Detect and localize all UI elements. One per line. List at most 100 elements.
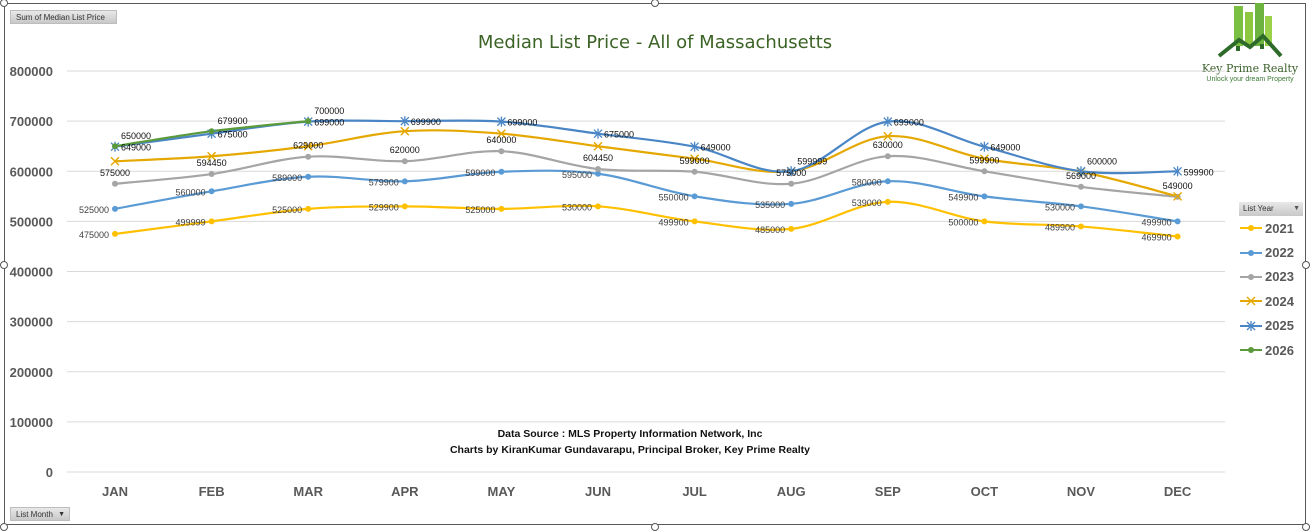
data-point-2024 [110,156,120,166]
data-point-2022 [691,193,698,200]
data-point-2022 [305,173,312,180]
data-point-2022 [208,188,215,195]
company-logo: Key Prime Realty Unlock your dream Prope… [1192,2,1308,92]
data-point-2023 [305,153,312,160]
data-label-2025: 600000 [1087,156,1117,166]
legend-item-2024[interactable]: 2024 [1239,289,1303,313]
data-point-2023 [208,171,215,178]
buildings-house-icon [1217,3,1283,58]
data-point-2024 [207,151,217,161]
data-point-2021 [595,203,601,210]
data-point-2021 [1078,223,1084,230]
data-label-2023: 599000 [680,156,710,166]
data-point-2021 [691,218,698,225]
series-line-2023 [113,150,1179,198]
legend-marker-icon [1248,249,1254,256]
legend-item-2026[interactable]: 2026 [1239,338,1303,362]
legend-swatch-icon [1240,249,1262,256]
data-label-2023: 575000 [776,168,806,178]
y-tick-label: 300000 [10,315,53,330]
data-point-2022 [595,170,601,177]
data-label-2022: 595000 [562,170,592,180]
x-tick-label: DEC [1164,484,1192,499]
data-label-2025: 699000 [894,118,924,128]
legend-marker-icon [1248,225,1254,232]
source-line-1: Data Source : MLS Property Information N… [497,428,763,440]
legend-item-2023[interactable]: 2023 [1239,265,1303,289]
axis-field-button[interactable]: List Month ▼ [10,507,70,521]
series-line-2024 [113,129,1179,198]
data-label-2022: 530000 [1045,202,1075,212]
data-label-2023: 604450 [583,153,613,163]
data-label-2025: 699000 [314,118,344,128]
data-point-2022 [884,178,891,185]
legend-item-2022[interactable]: 2022 [1239,240,1303,264]
data-point-2024 [979,154,989,164]
data-label-2021: 475000 [79,230,109,240]
resize-handle-top-left[interactable] [0,0,8,7]
data-point-2025 [690,141,700,152]
data-point-2024 [1173,191,1183,201]
data-label-2021: 525000 [272,205,302,215]
data-label-2026: 650000 [121,131,151,141]
resize-handle-top[interactable] [651,0,659,7]
data-point-2023 [498,148,505,155]
data-point-2024 [883,131,893,141]
data-point-2021 [788,225,795,232]
resize-handle-left[interactable] [0,261,8,269]
data-point-2025 [979,141,989,152]
data-point-2025 [593,128,603,139]
x-tick-label: JUL [682,484,707,499]
y-tick-label: 200000 [10,365,53,380]
data-label-2021: 485000 [755,225,785,235]
legend-label: 2024 [1265,293,1294,309]
chart-title: Median List Price - All of Massachusetts [477,32,833,53]
data-point-2023 [981,168,988,175]
y-tick-label: 500000 [10,214,53,229]
data-point-2025 [786,166,796,177]
data-label-2022: 560000 [176,187,206,197]
logo-name: Key Prime Realty [1201,62,1299,75]
data-label-2023: 569000 [1066,171,1096,181]
data-point-2025 [1076,166,1086,177]
data-point-2025 [400,116,410,127]
data-label-2023: 599900 [969,155,999,165]
legend-label: 2023 [1265,269,1294,285]
legend-item-2021[interactable]: 2021 [1239,216,1303,240]
data-point-2022 [112,205,118,212]
data-point-2022 [498,168,505,175]
data-label-2021: 530000 [562,202,592,212]
legend-item-2025[interactable]: 2025 [1239,314,1303,338]
value-field-button[interactable]: Sum of Median List Price [10,10,117,24]
data-label-2025: 649000 [701,143,731,153]
data-label-2022: 550000 [659,192,689,202]
data-label-2022: 525000 [79,205,109,215]
data-point-2024 [303,141,313,151]
data-label-2023: 575000 [100,168,130,178]
chart-legend: List Year ▼ 2021 2022 2023 2024 2025 2026 [1239,202,1303,362]
data-point-2021 [112,230,118,237]
data-point-2024 [400,126,410,136]
x-tick-label: SEP [875,484,901,499]
legend-swatch-icon [1240,296,1262,306]
x-tick-label: MAY [488,484,516,499]
legend-label: 2025 [1265,318,1294,334]
data-source-note: Data Source : MLS Property Information N… [420,426,840,458]
data-label-2025: 699900 [411,117,441,127]
data-point-2023 [112,180,118,187]
data-point-2021 [884,198,891,205]
data-point-2021 [401,203,408,210]
y-tick-label: 400000 [10,265,53,280]
data-point-2023 [401,158,408,165]
legend-swatch-icon [1240,347,1262,354]
data-label-2022: 589000 [272,173,302,183]
data-point-2023 [1078,183,1084,190]
data-label-2022: 580000 [852,177,882,187]
legend-marker-icon [1248,347,1254,354]
data-label-2021: 489900 [1045,222,1075,232]
legend-field-button[interactable]: List Year ▼ [1239,202,1303,216]
data-label-2025: 649000 [990,143,1020,153]
data-label-2022: 549900 [948,192,978,202]
data-point-2021 [1174,233,1181,240]
x-tick-label: JAN [102,484,128,499]
